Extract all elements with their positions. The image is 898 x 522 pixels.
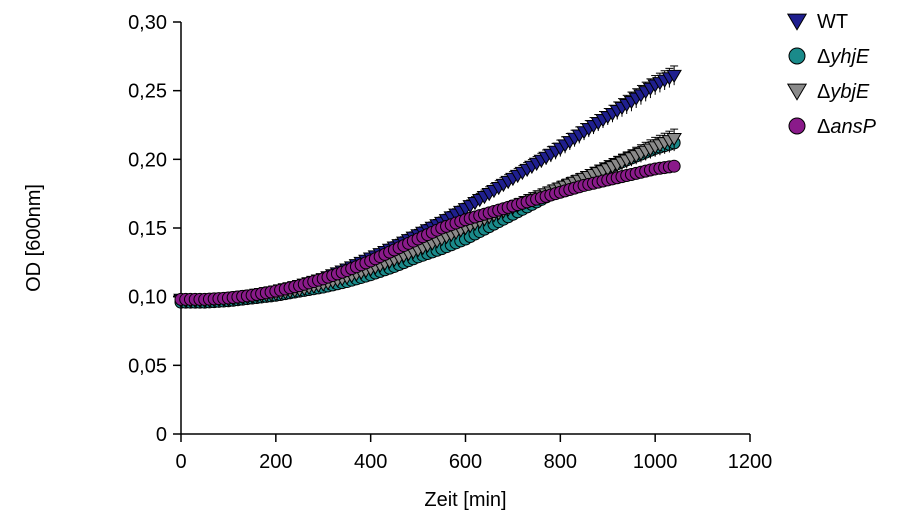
data-point [666,133,682,147]
legend-item-2: ΔyhjE [788,46,870,68]
x-tick-label: 1000 [633,451,678,473]
legend-marker [786,83,808,101]
x-tick-label: 400 [354,451,387,473]
y-tick-label: 0,15 [128,218,167,240]
legend-marker [786,13,808,31]
legend: WT ΔyhjE ΔybjE ΔansP [786,11,877,138]
legend-label: ΔansP [817,116,877,138]
series-3 [173,128,682,309]
y-tick-label: 0 [156,424,167,446]
legend-marker [788,117,806,135]
y-tick-label: 0,25 [128,81,167,103]
x-tick-label: 800 [544,451,577,473]
series-4 [174,159,681,306]
legend-marker [788,47,806,65]
series-layer [173,65,682,309]
x-tick-label: 0 [175,451,186,473]
y-tick-label: 0,05 [128,355,167,377]
legend-label: ΔybjE [817,81,870,103]
legend-item-1: WT [786,11,848,33]
data-point [666,69,682,84]
y-tick-label: 0,30 [128,12,167,34]
legend-label: WT [817,11,848,33]
x-axis-title: Zeit [min] [424,489,506,511]
legend-label: ΔyhjE [817,46,870,68]
axes: 0 0,05 0,10 0,15 0,20 0,25 0,30 0 200 400 600 800 10… [128,12,772,473]
data-point [667,159,681,173]
y-tick-label: 0,20 [128,149,167,171]
legend-item-3: ΔybjE [786,81,870,103]
y-tick-label: 0,10 [128,287,167,309]
x-tick-label: 200 [259,451,292,473]
y-axis-title: OD [600nm] [23,184,45,292]
legend-item-4: ΔansP [788,116,877,138]
x-tick-label: 600 [449,451,482,473]
x-tick-label: 1200 [728,451,773,473]
